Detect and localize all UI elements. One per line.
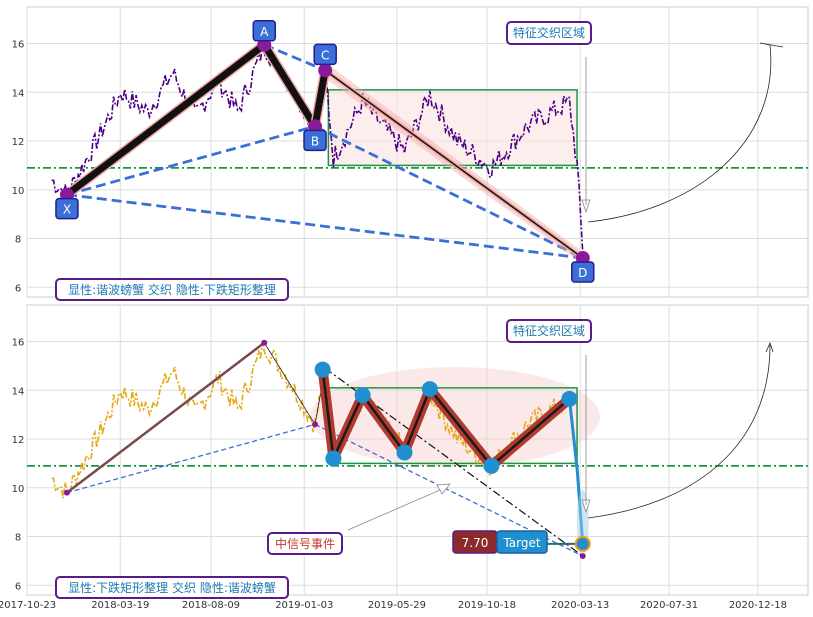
point-label-box-D — [571, 261, 595, 283]
bottom-plot-area — [26, 304, 809, 596]
bottom-feature-zone-text: 特征交织区域 — [513, 323, 585, 338]
bottom-grid — [26, 305, 808, 595]
bottom-zigzag-point-5 — [483, 457, 500, 474]
signal-event-text: 中信号事件 — [275, 536, 335, 551]
y-tick-label: 8 — [15, 235, 21, 246]
bottom-leg-XA — [66, 341, 266, 494]
top-leg-BC — [311, 69, 329, 128]
x-tick-label: 2020-07-31 — [640, 600, 698, 611]
top-y-ticks: 6 8 10 12 14 16 — [12, 40, 25, 295]
top-harmonic-dash-XD — [66, 193, 583, 260]
x-tick-label: 2017-10-23 — [0, 600, 56, 611]
top-point-labels: X A B C D — [55, 20, 595, 283]
signal-pointer-arrow — [347, 483, 451, 531]
signal-event-label: 中信号事件 — [267, 532, 343, 555]
top-footer-label: 显性:谐波螃蟹 交织 隐性:下跌矩形整理 — [55, 278, 289, 301]
target-label-text: Target — [502, 536, 540, 550]
top-leg-AB — [261, 42, 319, 129]
y-tick-label: 6 — [15, 283, 21, 294]
x-tick-label: 2019-01-03 — [275, 600, 333, 611]
point-label-X: X — [63, 203, 71, 217]
point-label-box-B — [303, 129, 327, 152]
point-label-box-X — [55, 197, 79, 220]
bottom-projection-curve — [587, 344, 771, 519]
point-label-A: A — [260, 25, 269, 39]
point-label-C: C — [321, 48, 329, 62]
bottom-vertex-D — [579, 553, 586, 560]
top-pointer-arrow — [581, 57, 591, 214]
bottom-pointer-arrow — [581, 355, 591, 514]
x-tick-label: 2019-05-29 — [368, 600, 426, 611]
y-tick-label: 16 — [12, 338, 25, 349]
target-value-text: 7.70 — [462, 536, 489, 550]
y-tick-label: 16 — [12, 40, 25, 51]
bottom-content — [27, 339, 808, 560]
bottom-leg-AB — [263, 342, 316, 425]
y-tick-label: 8 — [15, 533, 21, 544]
target-badge: 7.70 Target — [452, 530, 548, 554]
y-tick-label: 10 — [12, 484, 25, 495]
bottom-y-ticks: 6 8 10 12 14 16 — [12, 338, 25, 593]
x-tick-label: 2019-10-18 — [458, 600, 516, 611]
bottom-vertex-B — [312, 421, 319, 428]
bottom-vertex-X — [63, 489, 70, 496]
bottom-zigzag-point-1 — [325, 450, 342, 467]
bottom-zigzag-point-6 — [561, 390, 578, 407]
bottom-dash-XB — [66, 423, 316, 494]
x-tick-label: 2018-08-09 — [182, 600, 240, 611]
top-harmonic-dash-XB — [66, 125, 316, 196]
bottom-projection-arrowhead — [765, 341, 774, 353]
y-tick-label: 12 — [12, 435, 25, 446]
x-tick-label: 2020-12-18 — [729, 600, 787, 611]
y-tick-label: 6 — [15, 581, 21, 592]
bottom-vertex-A — [261, 339, 268, 346]
top-vertex-C — [318, 63, 333, 78]
top-content — [27, 37, 808, 266]
x-tick-label: 2018-03-19 — [91, 600, 149, 611]
top-leg-XA — [64, 41, 267, 198]
bottom-footer-label: 显性:下跌矩形整理 交织 隐性:谐波螃蟹 — [55, 576, 289, 599]
y-tick-label: 12 — [12, 137, 25, 148]
point-label-box-C — [313, 43, 337, 66]
bottom-zigzag-point-4 — [421, 381, 438, 398]
top-feature-zone-text: 特征交织区域 — [513, 25, 585, 40]
top-leg-CD — [324, 69, 584, 259]
top-feature-zone-label: 特征交织区域 — [506, 21, 592, 45]
top-harmonic-dash-BD — [314, 125, 584, 260]
top-projection-arrowhead — [759, 42, 784, 48]
point-label-box-A — [252, 20, 277, 42]
x-tick-label: 2020-03-13 — [551, 600, 609, 611]
top-harmonic-dash-AC — [263, 43, 326, 72]
target-marker — [574, 535, 591, 552]
bottom-feature-zone-label: 特征交织区域 — [506, 319, 592, 343]
y-tick-label: 14 — [12, 88, 25, 99]
bottom-zigzag-point-2 — [354, 387, 371, 404]
bottom-price-line — [51, 341, 584, 552]
top-projection-curve — [587, 44, 772, 223]
y-tick-label: 10 — [12, 186, 25, 197]
bottom-footer-text: 显性:下跌矩形整理 交织 隐性:谐波螃蟹 — [68, 580, 276, 595]
x-ticks: 2017-10-23 2018-03-19 2018-08-09 2019-01-03… — [0, 600, 787, 611]
bottom-zigzag-point-0 — [314, 361, 331, 378]
y-tick-label: 14 — [12, 386, 25, 397]
bottom-zigzag-point-3 — [396, 444, 413, 461]
top-footer-text: 显性:谐波螃蟹 交织 隐性:下跌矩形整理 — [68, 282, 276, 297]
point-label-D: D — [578, 266, 587, 280]
point-label-B: B — [311, 134, 319, 148]
